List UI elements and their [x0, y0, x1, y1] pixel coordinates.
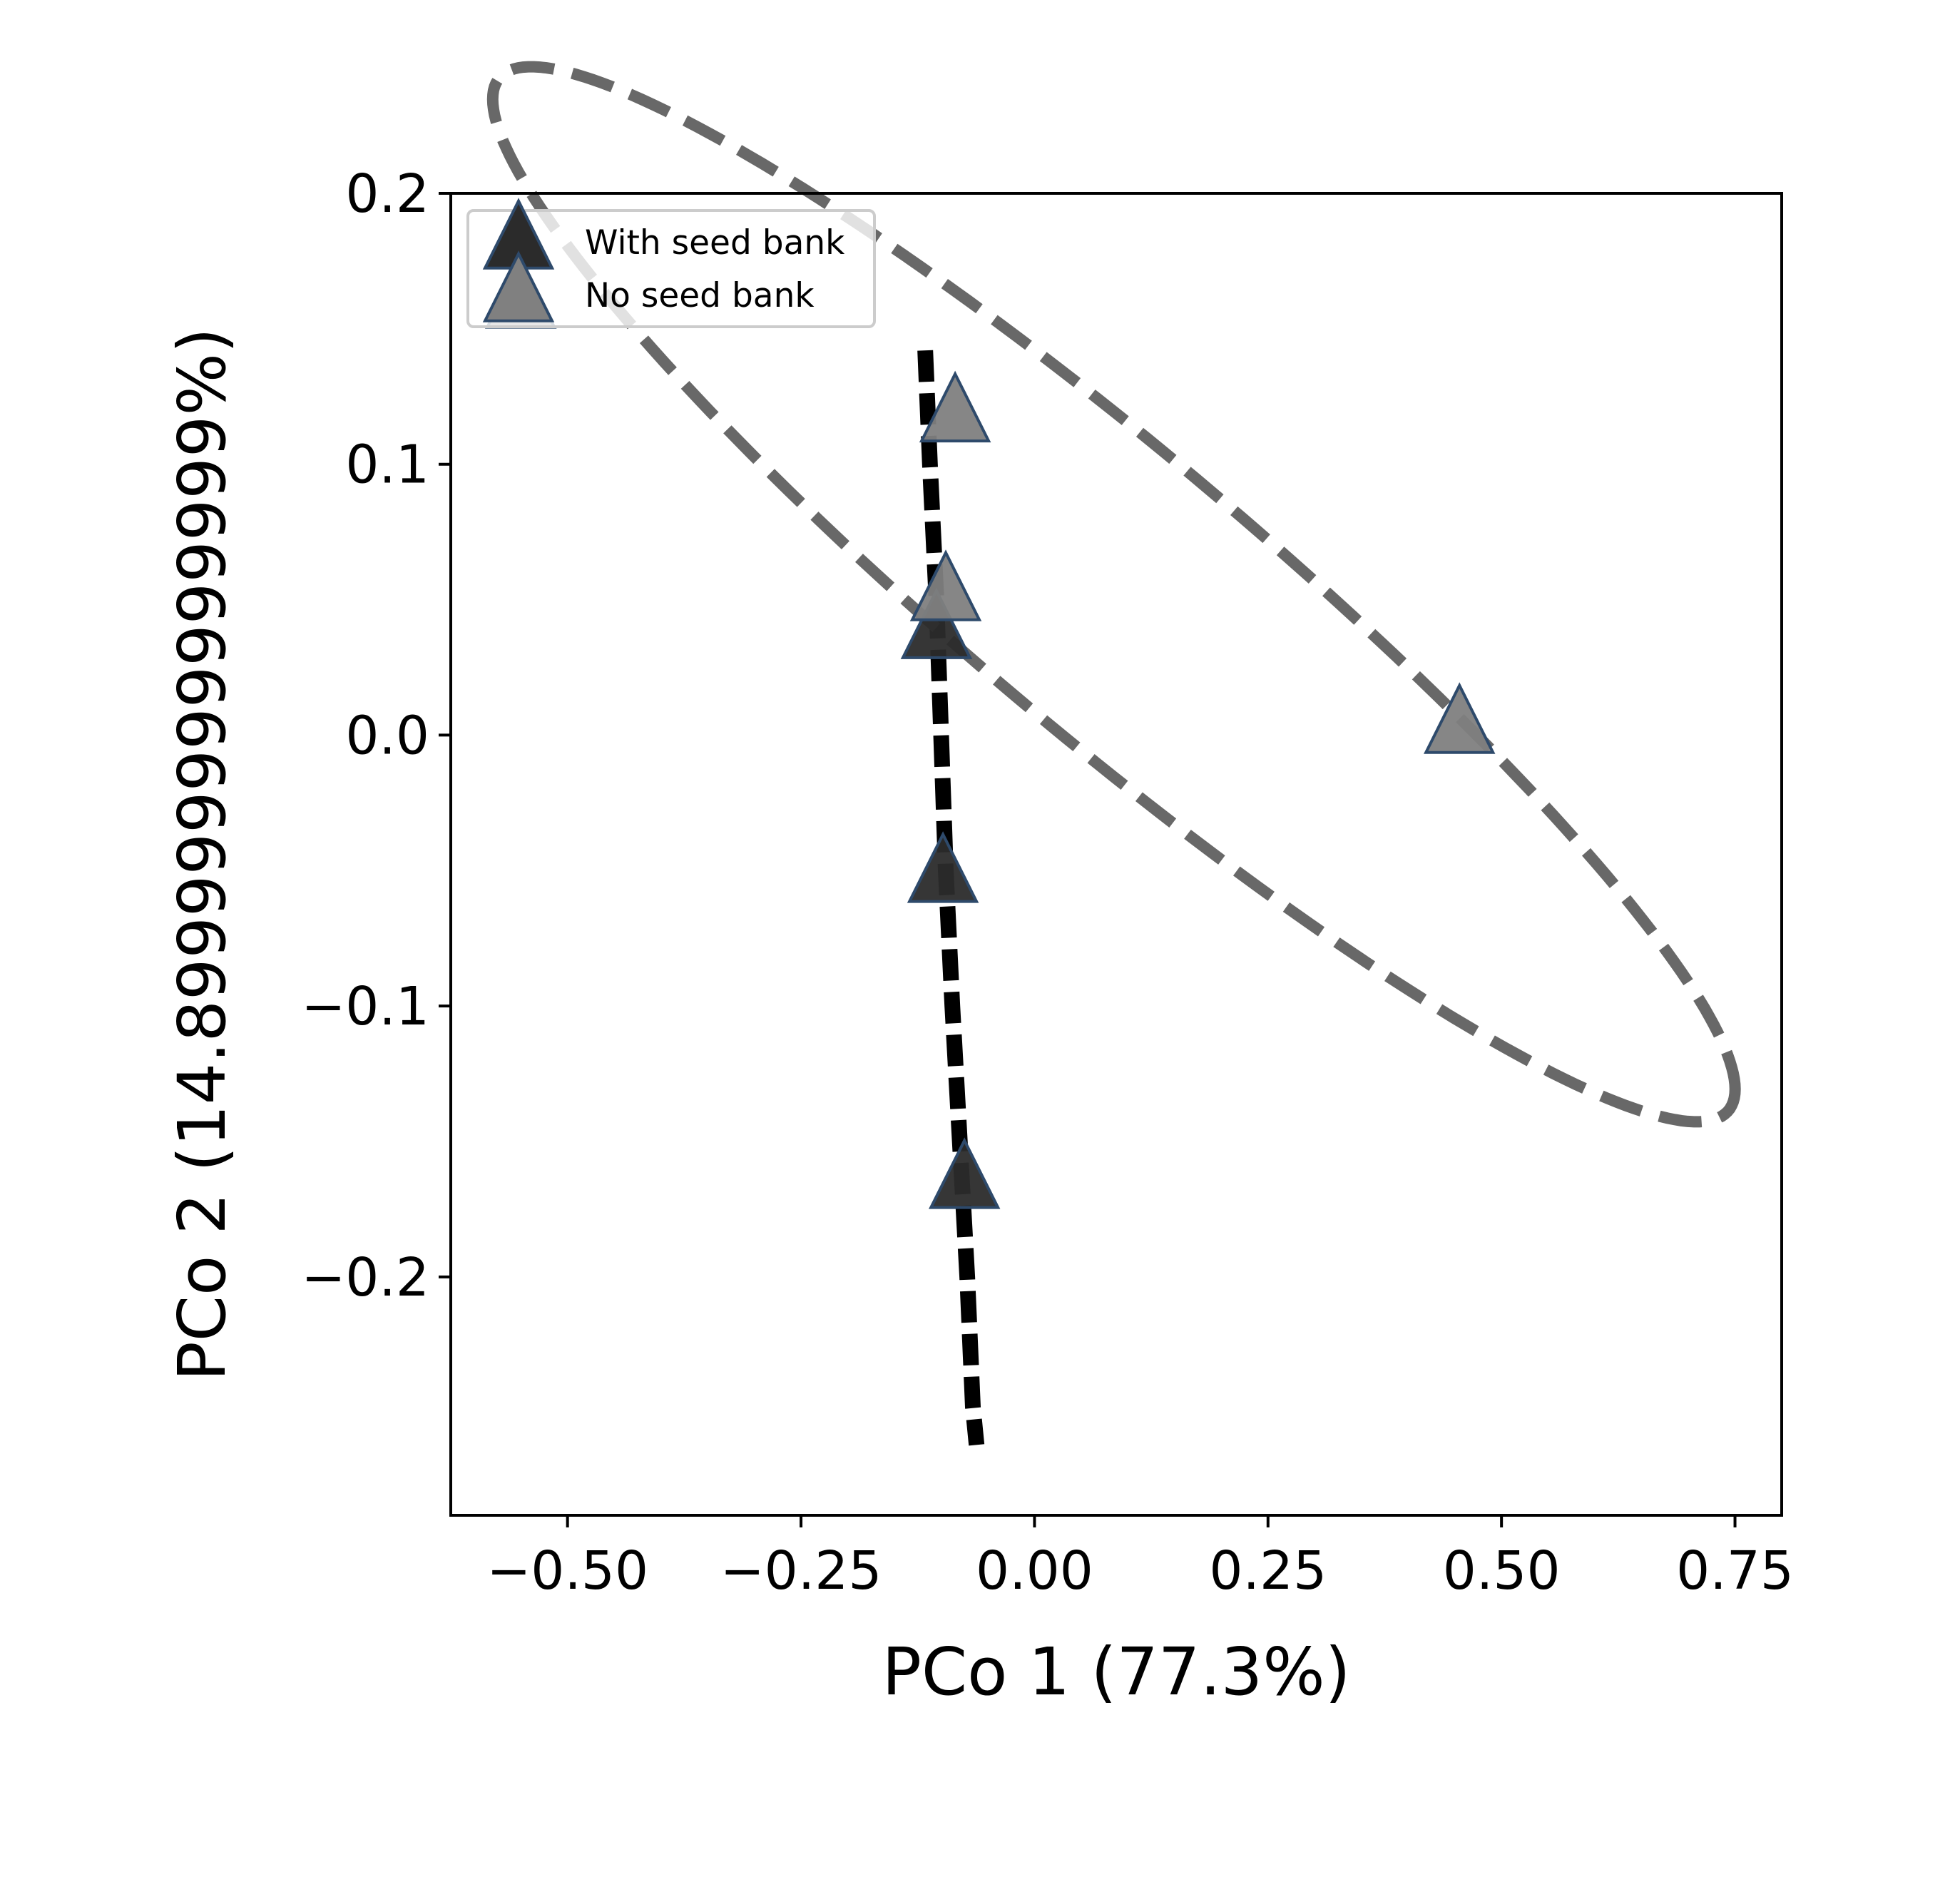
legend: With seed bank No seed bank — [466, 198, 876, 328]
y-tick-label: −0.1 — [301, 976, 429, 1037]
y-axis: −0.2 −0.1 0.0 0.1 0.2 — [301, 163, 451, 1308]
no-seed-bank-point — [1423, 682, 1496, 754]
legend-label: With seed bank — [585, 223, 845, 263]
legend-box — [466, 209, 876, 328]
with-seed-bank-point — [900, 587, 973, 659]
x-tick-label: 0.50 — [1443, 1540, 1561, 1602]
no-seed-bank-ellipse — [486, 61, 1741, 1128]
no-seed-bank-legend-marker — [482, 250, 555, 322]
y-tick-label: −0.2 — [301, 1247, 429, 1308]
x-tick-label: −0.25 — [720, 1540, 882, 1602]
no-seed-bank-point — [909, 549, 982, 621]
x-tick-label: 0.00 — [976, 1540, 1093, 1602]
ellipse-layer — [486, 61, 1741, 1446]
y-tick-label: 0.0 — [345, 705, 429, 766]
marker-layer — [484, 257, 1496, 1209]
with-seed-bank-point — [907, 831, 979, 903]
y-tick-label: 0.1 — [345, 434, 429, 496]
x-tick-label: 0.75 — [1676, 1540, 1794, 1602]
x-tick-label: −0.50 — [486, 1540, 648, 1602]
with-seed-bank-point — [928, 1137, 1001, 1209]
x-tick-label: 0.25 — [1209, 1540, 1327, 1602]
x-axis: −0.50 −0.25 0.00 0.25 0.50 0.75 — [486, 1515, 1794, 1602]
y-axis-label: PCo 2 (14.899999999999999%) — [164, 327, 240, 1381]
no-seed-bank-point — [919, 370, 991, 443]
x-axis-label: PCo 1 (77.3%) — [882, 1634, 1350, 1710]
y-tick-label: 0.2 — [345, 163, 429, 225]
legend-label: No seed bank — [585, 276, 815, 315]
plot-frame — [449, 192, 1783, 1517]
with-seed-bank-ellipse — [917, 350, 985, 1446]
